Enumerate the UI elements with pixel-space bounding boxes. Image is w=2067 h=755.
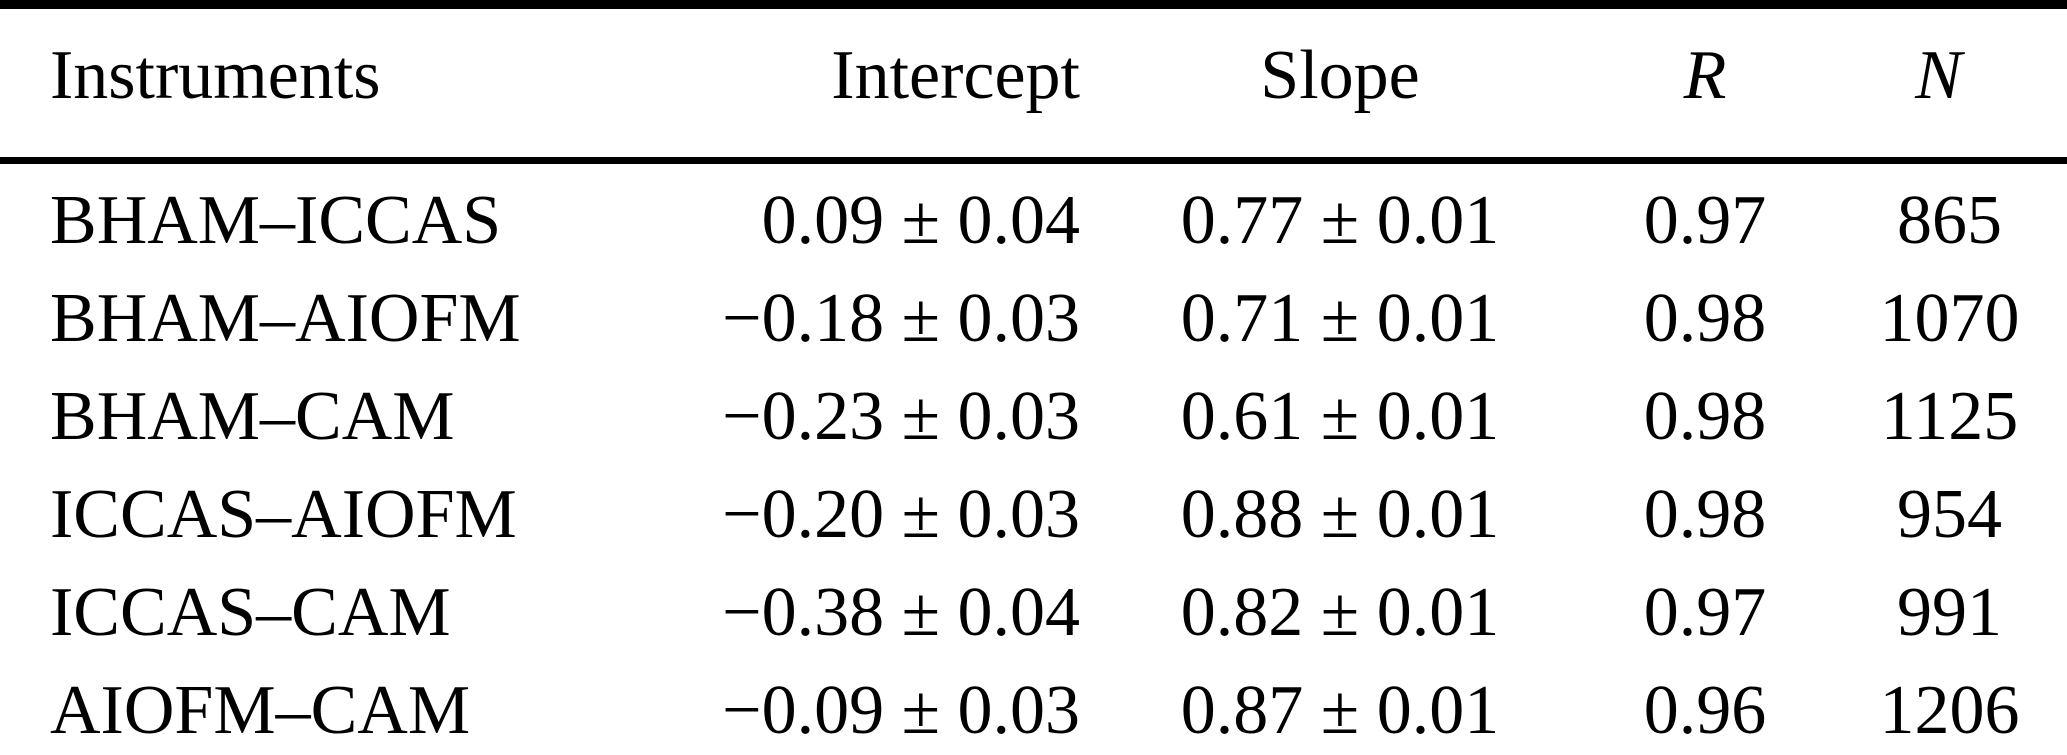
- table-row: BHAM–AIOFM −0.18 ± 0.03 0.71 ± 0.01 0.98…: [0, 270, 2067, 368]
- table-row: AIOFM–CAM −0.09 ± 0.03 0.87 ± 0.01 0.96 …: [0, 662, 2067, 755]
- cell-n: 991: [1897, 574, 2002, 651]
- cell-slope: 0.71 ± 0.01: [1180, 280, 1500, 357]
- cell-n: 1125: [1880, 378, 2019, 455]
- col-header-slope: Slope: [1080, 4, 1600, 164]
- cell-n: 954: [1897, 476, 2002, 553]
- cell-r: 0.97: [1643, 574, 1767, 651]
- cell-slope: 0.82 ± 0.01: [1180, 574, 1500, 651]
- cell-r: 0.98: [1643, 280, 1767, 357]
- cell-r: 0.98: [1643, 476, 1767, 553]
- cell-instruments: ICCAS–AIOFM: [50, 476, 517, 553]
- cell-n: 865: [1897, 182, 2002, 259]
- cell-r: 0.97: [1643, 182, 1767, 259]
- table-row: ICCAS–AIOFM −0.20 ± 0.03 0.88 ± 0.01 0.9…: [0, 466, 2067, 564]
- col-header-r: R: [1600, 4, 1810, 164]
- cell-slope: 0.88 ± 0.01: [1180, 476, 1500, 553]
- table-row: ICCAS–CAM −0.38 ± 0.04 0.82 ± 0.01 0.97 …: [0, 564, 2067, 662]
- cell-slope: 0.61 ± 0.01: [1180, 378, 1500, 455]
- cell-instruments: ICCAS–CAM: [50, 574, 451, 651]
- header-row: Instruments Intercept Slope R N: [0, 4, 2067, 164]
- cell-intercept: −0.23 ± 0.03: [722, 378, 1080, 455]
- cell-instruments: BHAM–ICCAS: [50, 182, 502, 259]
- cell-instruments: BHAM–CAM: [50, 378, 455, 455]
- table-row: BHAM–CAM −0.23 ± 0.03 0.61 ± 0.01 0.98 1…: [0, 368, 2067, 466]
- col-header-intercept: Intercept: [620, 4, 1080, 164]
- cell-intercept: −0.18 ± 0.03: [722, 280, 1080, 357]
- table-row: BHAM–ICCAS 0.09 ± 0.04 0.77 ± 0.01 0.97 …: [0, 161, 2067, 271]
- cell-intercept: −0.09 ± 0.03: [722, 672, 1080, 749]
- cell-slope: 0.87 ± 0.01: [1180, 672, 1500, 749]
- cell-instruments: AIOFM–CAM: [50, 672, 471, 749]
- cell-intercept: −0.38 ± 0.04: [722, 574, 1080, 651]
- col-header-instruments: Instruments: [0, 4, 620, 164]
- cell-r: 0.98: [1643, 378, 1767, 455]
- cell-r: 0.96: [1643, 672, 1767, 749]
- cell-n: 1070: [1879, 280, 2020, 357]
- cell-intercept: −0.20 ± 0.03: [722, 476, 1080, 553]
- cell-n: 1206: [1879, 672, 2020, 749]
- cell-instruments: BHAM–AIOFM: [50, 280, 521, 357]
- cell-slope: 0.77 ± 0.01: [1180, 182, 1500, 259]
- cell-intercept: 0.09 ± 0.04: [761, 182, 1080, 259]
- col-header-n: N: [1810, 4, 2067, 164]
